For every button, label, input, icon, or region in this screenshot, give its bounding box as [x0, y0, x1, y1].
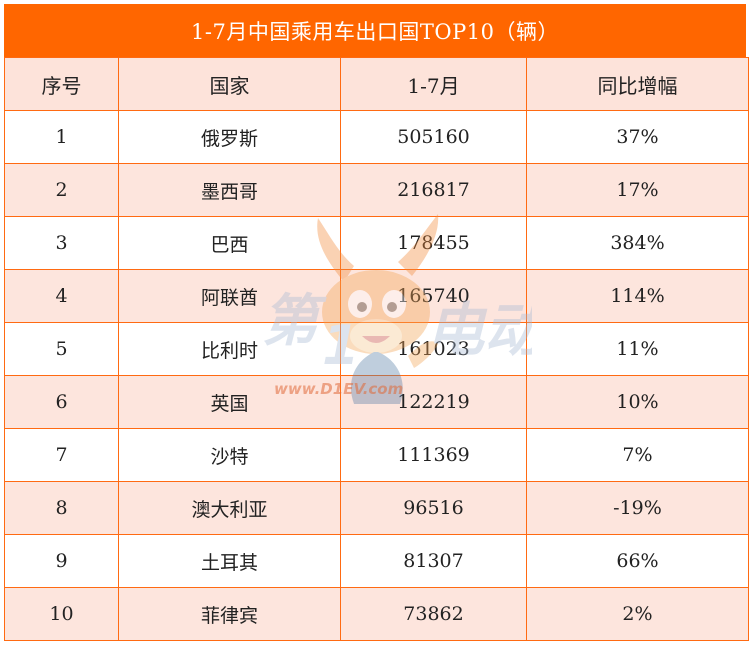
table-row: 8 澳大利亚 96516 -19% — [4, 481, 749, 535]
cell-rank: 1 — [4, 110, 119, 164]
cell-yoy: 37% — [526, 110, 749, 164]
cell-rank: 5 — [4, 322, 119, 376]
cell-country: 土耳其 — [118, 534, 341, 588]
table-row: 3 巴西 178455 384% — [4, 216, 749, 270]
cell-value: 81307 — [340, 534, 527, 588]
table-row: 10 菲律宾 73862 2% — [4, 587, 749, 641]
table-row: 1 俄罗斯 505160 37% — [4, 110, 749, 164]
cell-country: 比利时 — [118, 322, 341, 376]
cell-value: 73862 — [340, 587, 527, 641]
table-row: 9 土耳其 81307 66% — [4, 534, 749, 588]
cell-rank: 7 — [4, 428, 119, 482]
cell-country: 菲律宾 — [118, 587, 341, 641]
cell-value: 178455 — [340, 216, 527, 270]
cell-rank: 4 — [4, 269, 119, 323]
cell-value: 111369 — [340, 428, 527, 482]
cell-rank: 3 — [4, 216, 119, 270]
header-country: 国家 — [118, 57, 341, 111]
cell-country: 英国 — [118, 375, 341, 429]
cell-value: 96516 — [340, 481, 527, 535]
cell-yoy: 114% — [526, 269, 749, 323]
cell-value: 216817 — [340, 163, 527, 217]
cell-country: 沙特 — [118, 428, 341, 482]
table-row: 2 墨西哥 216817 17% — [4, 163, 749, 217]
header-value: 1-7月 — [340, 57, 527, 111]
header-rank: 序号 — [4, 57, 119, 111]
table-row: 5 比利时 161023 11% — [4, 322, 749, 376]
cell-country: 墨西哥 — [118, 163, 341, 217]
cell-yoy: -19% — [526, 481, 749, 535]
cell-rank: 2 — [4, 163, 119, 217]
cell-yoy: 17% — [526, 163, 749, 217]
table-row: 4 阿联酋 165740 114% — [4, 269, 749, 323]
cell-yoy: 7% — [526, 428, 749, 482]
cell-rank: 6 — [4, 375, 119, 429]
header-row: 序号 国家 1-7月 同比增幅 — [4, 57, 749, 111]
cell-yoy: 2% — [526, 587, 749, 641]
cell-rank: 10 — [4, 587, 119, 641]
cell-yoy: 10% — [526, 375, 749, 429]
cell-yoy: 66% — [526, 534, 749, 588]
cell-rank: 9 — [4, 534, 119, 588]
cell-value: 505160 — [340, 110, 527, 164]
cell-country: 阿联酋 — [118, 269, 341, 323]
export-table: 序号 国家 1-7月 同比增幅 1 俄罗斯 505160 37% 2 墨西哥 2… — [4, 57, 749, 641]
cell-country: 巴西 — [118, 216, 341, 270]
cell-country: 澳大利亚 — [118, 481, 341, 535]
cell-rank: 8 — [4, 481, 119, 535]
cell-value: 165740 — [340, 269, 527, 323]
header-yoy: 同比增幅 — [526, 57, 749, 111]
cell-value: 161023 — [340, 322, 527, 376]
cell-yoy: 384% — [526, 216, 749, 270]
table-row: 7 沙特 111369 7% — [4, 428, 749, 482]
table-title: 1-7月中国乘用车出口国TOP10（辆） — [4, 4, 746, 57]
cell-yoy: 11% — [526, 322, 749, 376]
table-row: 6 英国 122219 10% — [4, 375, 749, 429]
cell-country: 俄罗斯 — [118, 110, 341, 164]
cell-value: 122219 — [340, 375, 527, 429]
